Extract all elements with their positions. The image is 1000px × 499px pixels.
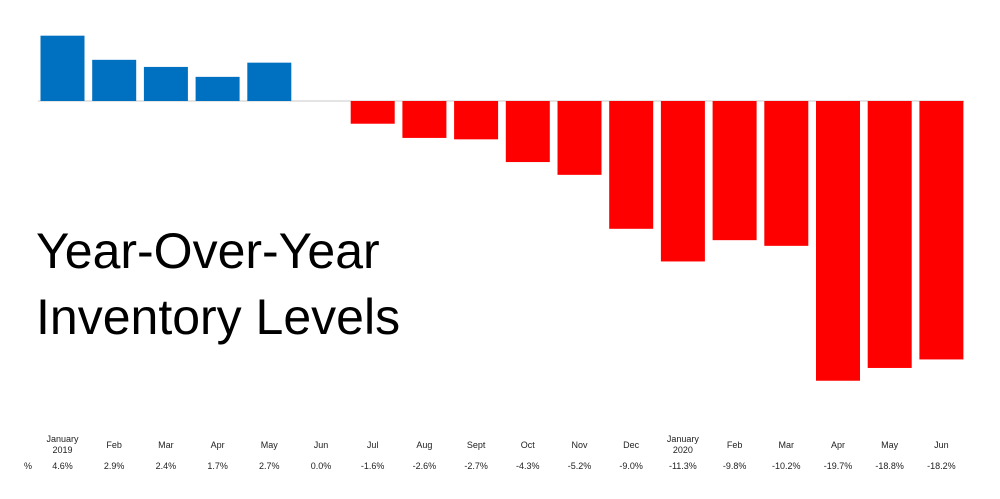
bar	[919, 101, 964, 360]
bar	[816, 101, 860, 381]
bar	[195, 76, 240, 101]
value-label: 2.4%	[155, 461, 177, 471]
x-tick-label: Oct	[520, 440, 535, 450]
x-tick-label: Aug	[416, 440, 433, 450]
value-label: 2.9%	[103, 461, 125, 471]
bar	[350, 101, 395, 124]
x-tick-label: Nov	[571, 440, 588, 450]
x-tick-label: January 2019	[46, 434, 79, 455]
bar	[867, 101, 912, 368]
chart-title: Year-Over-Year Inventory Levels	[36, 223, 401, 345]
value-label: -11.3%	[668, 461, 697, 471]
bar	[557, 101, 602, 175]
x-tick-label: Feb	[106, 440, 122, 450]
bar	[454, 101, 499, 140]
x-tick-label: Jul	[366, 440, 379, 450]
value-label: -18.2%	[927, 461, 956, 471]
value-label: -4.3%	[516, 461, 540, 471]
x-tick-label: Jun	[313, 440, 329, 450]
bar	[660, 101, 705, 262]
x-tick-label: May	[260, 440, 278, 450]
bar	[712, 101, 757, 241]
x-tick-label: January 2020	[666, 434, 699, 455]
x-tick-label: Mar	[158, 440, 174, 450]
value-label: 0.0%	[310, 461, 332, 471]
bar	[609, 101, 654, 229]
value-label: -9.8%	[722, 461, 747, 471]
value-label: -5.2%	[567, 461, 592, 471]
value-label: -18.8%	[875, 461, 904, 471]
x-tick-label: Feb	[726, 440, 743, 450]
value-label: -9.0%	[619, 461, 643, 471]
bar	[40, 35, 85, 101]
x-tick-label: Apr	[210, 440, 225, 450]
bar	[505, 101, 550, 163]
row-label: %	[24, 461, 33, 471]
value-label: -1.6%	[360, 461, 385, 471]
x-tick-label: Sept	[466, 440, 486, 450]
bar	[402, 101, 447, 138]
bar	[143, 66, 188, 101]
x-tick-label: May	[881, 440, 899, 450]
value-label: -10.2%	[772, 461, 801, 471]
bar	[92, 59, 137, 101]
value-label: 4.6%	[52, 461, 73, 471]
value-label: -2.7%	[464, 461, 488, 471]
x-tick-label: Apr	[830, 440, 845, 450]
bar	[247, 62, 292, 101]
x-tick-label: Dec	[623, 440, 640, 450]
value-label: 2.7%	[259, 461, 280, 471]
x-tick-label: Mar	[778, 440, 795, 450]
value-label: -19.7%	[823, 461, 853, 471]
x-tick-label: Jun	[934, 440, 949, 450]
value-label: 1.7%	[207, 461, 228, 471]
value-label: -2.6%	[412, 461, 437, 471]
bar	[764, 101, 809, 246]
